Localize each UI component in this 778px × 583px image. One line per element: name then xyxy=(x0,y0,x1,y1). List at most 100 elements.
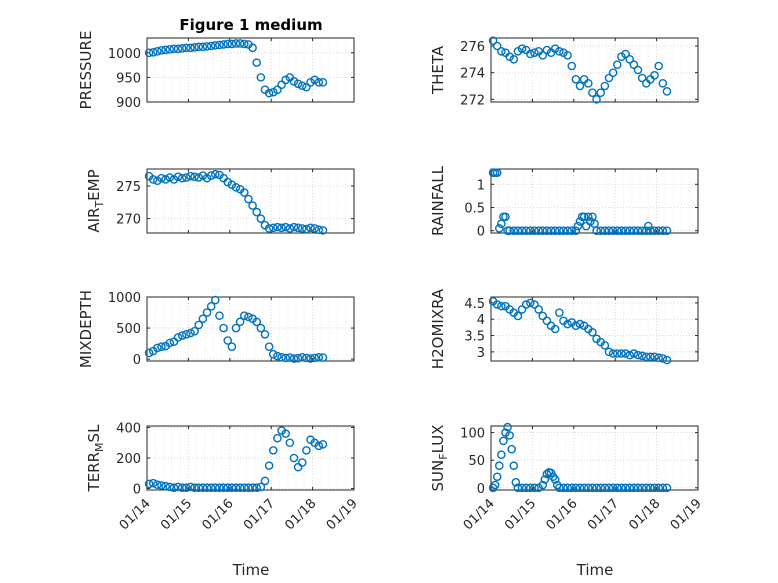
data-point xyxy=(538,311,548,321)
data-point xyxy=(625,350,634,360)
y-axis-label: MIXDEPTH xyxy=(77,290,95,368)
data-point xyxy=(194,42,204,52)
subplot-7: 0 200 400 TERRMSL 01/14 01/15 01/16 01/17 01/18 0… xyxy=(85,422,361,534)
data-point xyxy=(219,40,228,49)
data-point xyxy=(190,483,199,493)
data-point xyxy=(604,73,614,83)
data-point xyxy=(526,49,535,59)
y-axis-label: RAINFALL xyxy=(429,165,447,236)
data-point xyxy=(198,483,208,493)
data-point xyxy=(302,353,311,363)
data-point xyxy=(206,41,216,51)
x-tick-label: 01/16 xyxy=(544,496,581,533)
x-axis-label-right: Time xyxy=(576,561,614,579)
axes-box xyxy=(146,37,355,103)
y-tick-label: 900 xyxy=(116,96,141,111)
data-point xyxy=(157,481,166,490)
data-point xyxy=(526,298,535,308)
x-tick-label: 01/15 xyxy=(158,496,195,533)
data-point xyxy=(194,320,204,330)
data-point xyxy=(629,349,639,358)
data-point xyxy=(592,95,601,104)
data-point xyxy=(186,171,195,181)
data-point xyxy=(650,226,659,235)
data-point xyxy=(542,226,552,235)
data-point xyxy=(612,60,622,69)
data-point xyxy=(612,226,622,235)
data-point xyxy=(144,48,154,58)
data-point xyxy=(646,226,655,235)
data-point xyxy=(521,300,531,309)
data-point xyxy=(571,321,581,331)
data-point xyxy=(239,311,249,320)
data-point xyxy=(488,36,498,45)
data-point xyxy=(289,354,299,363)
y-axis-label: AIRTEMP xyxy=(85,169,106,232)
y-axis-label: SUNFLUX xyxy=(429,425,450,492)
data-point xyxy=(310,224,319,233)
data-point xyxy=(165,482,175,492)
data-point xyxy=(579,483,589,493)
data-point xyxy=(169,44,179,54)
data-point xyxy=(550,475,560,484)
data-point xyxy=(641,226,651,235)
data-point xyxy=(227,39,237,49)
data-point xyxy=(513,311,523,321)
data-point xyxy=(202,308,212,317)
data-point xyxy=(293,223,303,233)
data-point xyxy=(297,224,307,233)
data-point xyxy=(219,483,228,493)
data-point xyxy=(264,461,274,470)
subplot-2: 272 274 276 THETA xyxy=(429,36,699,108)
data-point xyxy=(231,182,241,192)
subplot-4: 0 0.5 1 RAINFALL xyxy=(429,165,699,240)
data-point xyxy=(198,314,208,324)
data-point xyxy=(310,353,319,363)
data-point xyxy=(497,301,506,311)
data-point xyxy=(285,224,295,233)
data-point xyxy=(157,173,166,183)
data-point xyxy=(173,44,183,54)
data-point xyxy=(144,348,154,358)
data-point xyxy=(285,353,295,362)
x-tick-label: 01/15 xyxy=(502,496,539,533)
data-point xyxy=(277,80,286,90)
data-point xyxy=(281,429,290,438)
data-point xyxy=(153,480,162,489)
y-axis-label: PRESSURE xyxy=(77,31,95,110)
data-point xyxy=(314,225,324,235)
data-point xyxy=(600,341,610,350)
data-point xyxy=(202,42,212,51)
data-point xyxy=(637,351,647,361)
data-point xyxy=(215,40,224,50)
y-tick-label: 0.5 xyxy=(464,201,485,216)
data-point xyxy=(248,43,257,53)
data-point xyxy=(206,171,216,180)
subplot-8: 0 50 100 SUNFLUX 01/14 01/15 01/16 01/17 01/18 01… xyxy=(429,422,705,533)
data-point xyxy=(227,342,237,352)
data-point xyxy=(202,483,212,493)
data-point xyxy=(211,41,220,50)
data-point xyxy=(177,483,187,493)
data-point xyxy=(256,323,266,333)
data-point xyxy=(297,458,307,467)
data-point xyxy=(252,317,262,327)
data-point xyxy=(573,221,583,231)
axes-box xyxy=(146,296,355,362)
data-point xyxy=(492,472,502,482)
subplot-1: 900 950 1000 PRESSURE xyxy=(77,31,355,111)
data-point xyxy=(662,226,672,235)
data-point xyxy=(173,333,183,342)
data-point xyxy=(314,352,324,362)
data-point xyxy=(658,226,668,235)
data-point xyxy=(540,475,550,484)
data-point xyxy=(494,224,504,233)
data-point xyxy=(633,483,643,493)
data-point xyxy=(612,483,622,493)
y-tick-label: 400 xyxy=(116,422,141,437)
data-point xyxy=(571,483,581,493)
data-point xyxy=(621,349,630,358)
data-point xyxy=(231,39,241,48)
data-point xyxy=(297,352,307,362)
data-point xyxy=(530,300,539,309)
